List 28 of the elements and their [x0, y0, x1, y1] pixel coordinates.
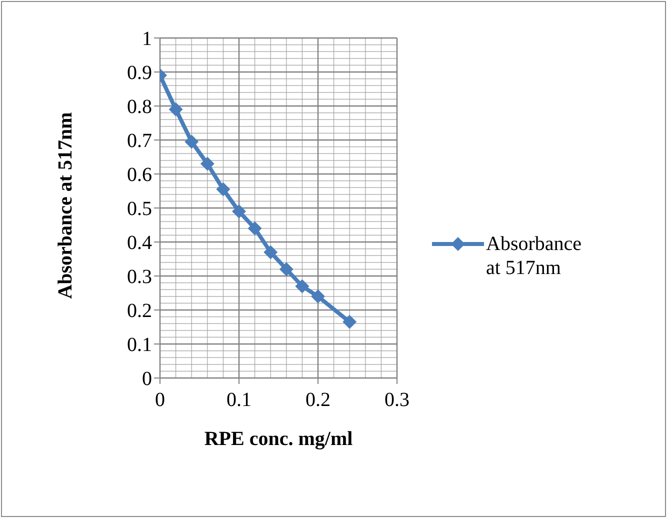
- y-tick-label: 0.2: [127, 300, 152, 322]
- y-tick-label: 0.6: [127, 164, 152, 186]
- point: [264, 245, 278, 260]
- legend-label: Absorbance at 517nm: [486, 232, 583, 280]
- y-tick-label: 0.4: [127, 232, 152, 254]
- y-tick-label: 0.1: [127, 334, 152, 356]
- x-tick-label: 0.3: [384, 389, 410, 412]
- y-tick-label: 0: [142, 368, 152, 390]
- point: [216, 182, 230, 196]
- y-tick-label: 0.7: [127, 130, 152, 152]
- point: [311, 289, 325, 304]
- y-axis-title: Absorbance at 517nm: [54, 111, 78, 301]
- x-tick-label: 0.2: [306, 389, 330, 412]
- y-tick-label: 0.3: [127, 266, 152, 288]
- x-axis-title: RPE conc. mg/ml: [203, 428, 354, 451]
- point: [295, 279, 310, 294]
- y-tick-label: 1: [142, 28, 152, 50]
- point: [184, 134, 199, 149]
- y-tick-label: 0.8: [127, 96, 152, 118]
- point: [342, 314, 357, 329]
- y-tick-label: 0.5: [127, 198, 152, 220]
- point: [248, 221, 262, 236]
- point: [168, 102, 183, 116]
- x-tick-label: 0.1: [226, 389, 252, 412]
- y-tick-label: 0.9: [127, 62, 152, 84]
- point: [200, 156, 214, 171]
- point: [232, 204, 246, 218]
- point: [279, 262, 294, 276]
